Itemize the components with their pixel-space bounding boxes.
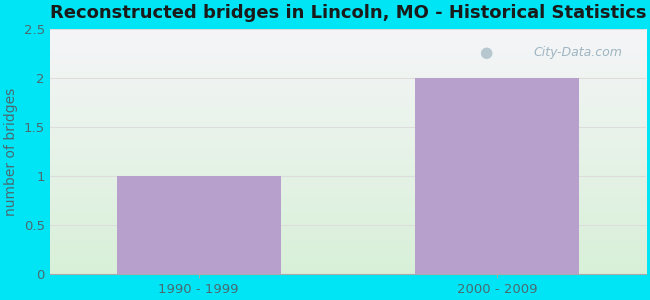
Title: Reconstructed bridges in Lincoln, MO - Historical Statistics: Reconstructed bridges in Lincoln, MO - H… [49,4,646,22]
Y-axis label: number of bridges: number of bridges [4,87,18,216]
Bar [117,176,281,274]
Bar [415,78,578,274]
Text: ●: ● [479,45,492,60]
Text: City-Data.com: City-Data.com [533,46,622,59]
